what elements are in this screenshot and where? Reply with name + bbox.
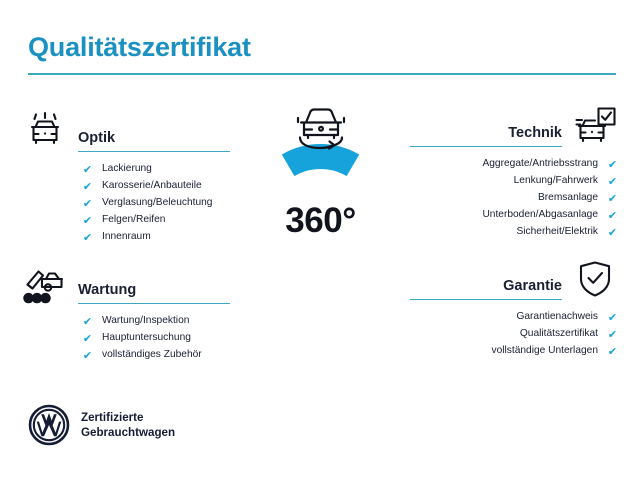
title-divider [28, 73, 616, 75]
list-item: ✔ Qualitätszertifikat [410, 326, 618, 343]
list-item: ✔ Karosserie/Anbauteile [82, 178, 230, 195]
section-wartung-list: ✔ Wartung/Inspektion ✔ Hauptuntersuchung… [82, 313, 230, 364]
section-title-rule [410, 298, 562, 300]
section-technik-list: ✔ Aggregate/Antriebsstrang ✔ Lenkung/Fah… [410, 156, 618, 241]
check-icon: ✔ [607, 192, 618, 205]
list-item: ✔ Lenkung/Fahrwerk [410, 173, 618, 190]
list-item: ✔ Felgen/Reifen [82, 212, 230, 229]
list-item: ✔ Aggregate/Antriebsstrang [410, 156, 618, 173]
car-shine-icon [22, 110, 68, 152]
list-item-label: Hauptuntersuchung [102, 332, 191, 344]
check-icon: ✔ [82, 180, 93, 193]
list-item: ✔ Unterboden/Abgasanlage [410, 207, 618, 224]
list-item-label: Karosserie/Anbauteile [102, 180, 202, 192]
section-title: Garantie [503, 278, 562, 295]
car-rotate-360-icon [288, 104, 354, 152]
section-garantie: Garantie ✔ Garantienachweis ✔ Qualitätsz… [410, 258, 618, 360]
section-optik-list: ✔ Lackierung ✔ Karosserie/Anbauteile ✔ V… [82, 161, 230, 246]
section-wartung: Wartung ✔ Wartung/Inspektion ✔ Hauptunte… [22, 262, 230, 364]
list-item: ✔ Bremsanlage [410, 190, 618, 207]
check-icon: ✔ [607, 328, 618, 341]
list-item-label: Aggregate/Antriebsstrang [482, 158, 598, 170]
list-item: ✔ Lackierung [82, 161, 230, 178]
section-technik-header: Technik [410, 105, 618, 147]
section-title-rule [78, 302, 230, 304]
check-icon: ✔ [82, 163, 93, 176]
check-icon: ✔ [607, 158, 618, 171]
check-icon: ✔ [82, 332, 93, 345]
check-icon: ✔ [607, 175, 618, 188]
check-icon: ✔ [82, 231, 93, 244]
section-garantie-list: ✔ Garantienachweis ✔ Qualitätszertifikat… [410, 309, 618, 360]
list-item: ✔ Verglasung/Beleuchtung [82, 195, 230, 212]
section-technik: Technik ✔ Aggregate/Antriebsstrang ✔ Len… [410, 105, 618, 241]
check-icon: ✔ [82, 315, 93, 328]
footer-brand: Zertifizierte Gebrauchtwagen [28, 404, 175, 446]
section-wartung-title-wrap: Wartung [78, 282, 230, 304]
check-icon: ✔ [607, 226, 618, 239]
list-item: ✔ Wartung/Inspektion [82, 313, 230, 330]
list-item-label: Wartung/Inspektion [102, 315, 190, 327]
section-optik: Optik ✔ Lackierung ✔ Karosserie/Anbautei… [22, 110, 230, 246]
section-optik-header: Optik [22, 110, 230, 152]
footer-text: Zertifizierte Gebrauchtwagen [81, 410, 176, 439]
section-title: Wartung [78, 282, 137, 299]
car-pen-service-icon [22, 262, 68, 304]
list-item: ✔ Innenraum [82, 229, 230, 246]
check-icon: ✔ [82, 214, 93, 227]
list-item-label: Sicherheit/Elektrik [516, 226, 598, 238]
list-item: ✔ Sicherheit/Elektrik [410, 224, 618, 241]
shield-check-icon [572, 258, 618, 300]
list-item-label: Unterboden/Abgasanlage [482, 209, 598, 221]
list-item-label: Qualitätszertifikat [519, 328, 598, 340]
badge-center-label: 360° [285, 200, 356, 240]
list-item: ✔ vollständige Unterlagen [410, 343, 618, 360]
volkswagen-logo [28, 404, 70, 446]
list-item-label: vollständiges Zubehör [102, 349, 202, 361]
list-item: ✔ vollständiges Zubehör [82, 347, 230, 364]
section-wartung-header: Wartung [22, 262, 230, 304]
list-item: ✔ Garantienachweis [410, 309, 618, 326]
section-garantie-header: Garantie [410, 258, 618, 300]
check-icon: ✔ [82, 349, 93, 362]
list-item-label: Felgen/Reifen [102, 214, 166, 226]
section-title-rule [78, 150, 230, 152]
list-item: ✔ Hauptuntersuchung [82, 330, 230, 347]
check-icon: ✔ [82, 197, 93, 210]
list-item-label: Bremsanlage [537, 192, 598, 204]
list-item-label: Lenkung/Fahrwerk [513, 175, 598, 187]
list-item-label: Verglasung/Beleuchtung [102, 197, 213, 209]
page-title: Qualitätszertifikat [28, 32, 251, 62]
list-item-label: vollständige Unterlagen [491, 345, 598, 357]
section-garantie-title-wrap: Garantie [410, 278, 562, 300]
section-title: Optik [78, 130, 116, 147]
section-technik-title-wrap: Technik [410, 125, 562, 147]
section-optik-title-wrap: Optik [78, 130, 230, 152]
list-item-label: Lackierung [102, 163, 152, 175]
car-checkbox-icon [572, 105, 618, 147]
check-icon: ✔ [607, 345, 618, 358]
badge-360-ring: Gebrauchtwagen-Check [243, 143, 398, 298]
list-item-label: Innenraum [102, 231, 151, 243]
check-icon: ✔ [607, 209, 618, 222]
check-icon: ✔ [607, 311, 618, 324]
section-title: Technik [508, 125, 562, 142]
section-title-rule [410, 145, 562, 147]
list-item-label: Garantienachweis [516, 311, 598, 323]
